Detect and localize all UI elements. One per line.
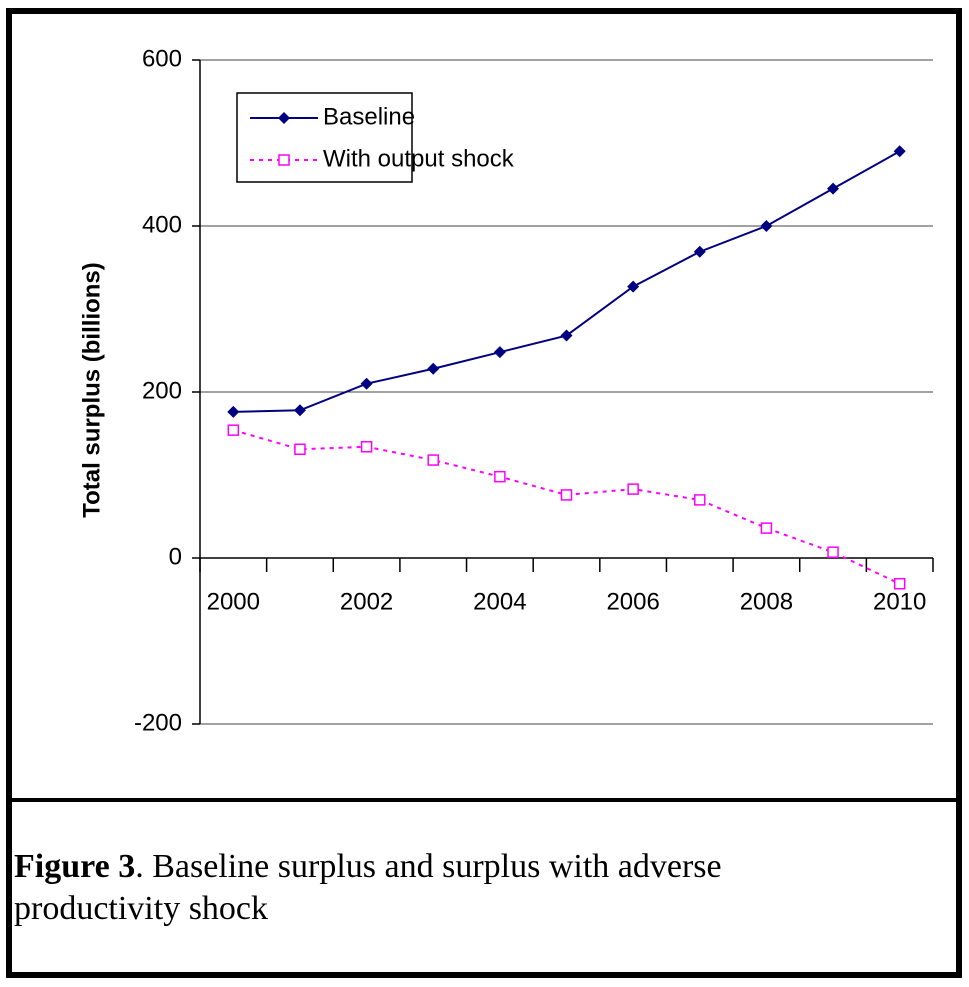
y-tick-label: 400 <box>142 211 182 238</box>
separator <box>12 798 956 802</box>
point <box>494 470 506 483</box>
legend-marker <box>278 154 290 166</box>
point <box>827 182 840 195</box>
point <box>560 329 573 342</box>
frame <box>6 8 962 978</box>
point <box>294 443 306 456</box>
point <box>627 483 639 495</box>
point <box>760 522 773 534</box>
legend-label: With output shock <box>323 145 515 172</box>
point <box>227 424 240 436</box>
y-tick-label: 200 <box>142 377 182 404</box>
x-tick-label: 2010 <box>873 588 926 615</box>
y-tick-label: 0 <box>169 543 182 570</box>
legend-box <box>236 92 413 183</box>
x-tick-label: 2004 <box>473 588 526 615</box>
point <box>427 454 439 466</box>
legend-marker <box>278 112 290 124</box>
point <box>693 245 706 258</box>
point <box>694 494 706 506</box>
x-tick-label: 2000 <box>207 588 260 615</box>
caption: Figure 3. Baseline surplus and surplus w… <box>14 846 844 930</box>
point <box>760 220 773 232</box>
caption-label: Figure 3 <box>14 848 136 885</box>
point <box>627 280 640 293</box>
point <box>360 441 373 453</box>
x-tick-label: 2002 <box>340 588 393 615</box>
y-tick-label: 600 <box>142 45 182 72</box>
y-axis-label: Total surplus (billions) <box>78 262 105 518</box>
point <box>293 404 306 417</box>
point <box>493 346 506 359</box>
point <box>360 377 373 390</box>
point <box>893 577 906 590</box>
series-line <box>233 150 901 413</box>
x-tick-label: 2006 <box>606 588 659 615</box>
caption-text: . Baseline surplus and surplus with adve… <box>14 848 722 927</box>
point <box>827 546 839 558</box>
y-tick-label: -200 <box>134 709 182 736</box>
point <box>227 405 240 418</box>
legend-label: Baseline <box>323 103 415 130</box>
point <box>893 145 906 158</box>
point <box>427 362 440 375</box>
point <box>560 489 573 501</box>
x-tick-label: 2008 <box>740 588 793 615</box>
